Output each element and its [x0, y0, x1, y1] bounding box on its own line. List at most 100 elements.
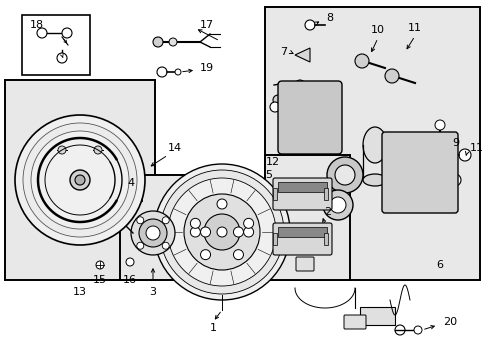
Text: 13: 13 — [73, 287, 87, 297]
Bar — [120, 175, 187, 280]
Circle shape — [126, 258, 134, 266]
Circle shape — [94, 146, 102, 154]
Bar — [22, 15, 90, 75]
Text: 20: 20 — [442, 317, 456, 327]
Circle shape — [305, 20, 314, 30]
Circle shape — [37, 28, 47, 38]
Circle shape — [431, 137, 447, 153]
Circle shape — [137, 242, 143, 249]
Circle shape — [23, 123, 137, 237]
Text: 15: 15 — [93, 275, 107, 285]
Circle shape — [160, 170, 284, 294]
Circle shape — [75, 175, 85, 185]
Circle shape — [299, 225, 309, 235]
Circle shape — [96, 261, 104, 269]
Text: 6: 6 — [436, 260, 443, 270]
Text: 2: 2 — [324, 207, 331, 217]
Circle shape — [329, 197, 346, 213]
Bar — [324, 233, 327, 245]
Circle shape — [384, 69, 398, 83]
Text: 16: 16 — [123, 275, 137, 285]
Circle shape — [175, 69, 181, 75]
Circle shape — [153, 37, 163, 47]
Circle shape — [15, 115, 145, 245]
Text: 14: 14 — [167, 143, 182, 153]
Circle shape — [326, 157, 362, 193]
Circle shape — [70, 170, 90, 190]
Text: 3: 3 — [149, 287, 156, 297]
Circle shape — [269, 102, 280, 112]
Circle shape — [399, 145, 439, 185]
Text: 1: 1 — [209, 323, 216, 333]
Circle shape — [118, 219, 126, 227]
Circle shape — [217, 227, 226, 237]
Circle shape — [243, 227, 253, 237]
Circle shape — [458, 149, 470, 161]
Circle shape — [295, 101, 324, 129]
Circle shape — [217, 199, 226, 209]
Circle shape — [272, 95, 283, 105]
FancyBboxPatch shape — [381, 132, 457, 213]
Circle shape — [448, 174, 460, 186]
Circle shape — [146, 226, 160, 240]
FancyBboxPatch shape — [278, 81, 341, 154]
Circle shape — [233, 227, 243, 237]
Text: 12: 12 — [265, 157, 280, 167]
Text: 11: 11 — [407, 23, 421, 33]
Circle shape — [354, 54, 368, 68]
Circle shape — [233, 249, 243, 260]
Circle shape — [434, 120, 444, 130]
Circle shape — [391, 137, 407, 153]
FancyBboxPatch shape — [272, 178, 331, 210]
Circle shape — [190, 219, 200, 228]
Text: 17: 17 — [200, 20, 214, 30]
FancyBboxPatch shape — [272, 223, 331, 255]
Circle shape — [162, 217, 169, 224]
Bar — [278, 227, 326, 237]
Ellipse shape — [362, 174, 386, 186]
Ellipse shape — [362, 127, 386, 163]
Text: 11: 11 — [469, 143, 483, 153]
Polygon shape — [294, 48, 309, 62]
Circle shape — [334, 165, 354, 185]
Text: 18: 18 — [30, 20, 44, 30]
Circle shape — [200, 249, 210, 260]
Circle shape — [57, 53, 67, 63]
Circle shape — [58, 146, 66, 154]
Circle shape — [137, 217, 143, 224]
Circle shape — [154, 164, 289, 300]
Text: 8: 8 — [325, 13, 332, 23]
Bar — [264, 155, 349, 280]
Circle shape — [168, 178, 275, 286]
Circle shape — [323, 190, 352, 220]
Text: 9: 9 — [451, 138, 458, 148]
Circle shape — [169, 38, 177, 46]
Text: 7: 7 — [280, 47, 286, 57]
Circle shape — [394, 325, 404, 335]
Text: 19: 19 — [200, 63, 214, 73]
Bar — [264, 7, 479, 280]
Circle shape — [62, 28, 72, 38]
Text: 4: 4 — [127, 178, 134, 188]
Bar — [278, 182, 326, 192]
Circle shape — [183, 194, 260, 270]
Circle shape — [157, 67, 167, 77]
FancyBboxPatch shape — [295, 257, 313, 271]
Text: 10: 10 — [370, 25, 384, 35]
Circle shape — [31, 131, 129, 229]
Circle shape — [294, 80, 305, 90]
Circle shape — [139, 219, 167, 247]
Circle shape — [432, 141, 446, 155]
Circle shape — [203, 214, 240, 250]
Text: 5: 5 — [264, 170, 271, 180]
Circle shape — [162, 242, 169, 249]
Circle shape — [413, 326, 421, 334]
Bar — [272, 188, 276, 200]
Circle shape — [200, 227, 210, 237]
Bar — [324, 188, 327, 200]
Bar — [5, 80, 155, 280]
Circle shape — [443, 149, 455, 161]
Circle shape — [190, 227, 200, 237]
Bar — [359, 307, 394, 325]
Circle shape — [131, 211, 175, 255]
